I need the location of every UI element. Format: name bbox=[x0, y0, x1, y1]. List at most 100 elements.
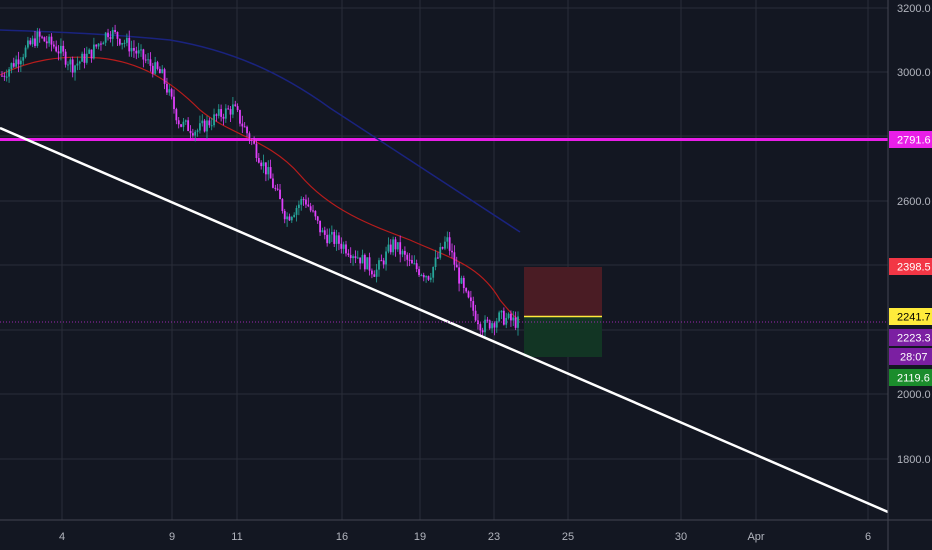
candle-body bbox=[486, 319, 489, 321]
candle-body bbox=[52, 44, 55, 47]
candle-body bbox=[104, 32, 107, 43]
candle-body bbox=[404, 250, 406, 255]
candle-body bbox=[64, 51, 67, 65]
candle-body bbox=[38, 31, 41, 37]
candle-body bbox=[253, 140, 256, 144]
candle-body bbox=[130, 48, 133, 52]
countdown-text: 28:07 bbox=[900, 352, 928, 364]
candle-body bbox=[321, 230, 324, 233]
candle-body bbox=[199, 123, 201, 131]
candle-body bbox=[41, 36, 43, 38]
candle-body bbox=[465, 288, 468, 292]
candle-body bbox=[335, 235, 338, 244]
x-tick-label: 16 bbox=[336, 531, 348, 543]
target-price-text: 2119.6 bbox=[897, 373, 930, 385]
candle-body bbox=[262, 162, 265, 167]
candle-body bbox=[510, 313, 512, 321]
candle-body bbox=[507, 313, 510, 318]
candle-body bbox=[74, 65, 76, 73]
candle-body bbox=[420, 274, 423, 276]
candle-body bbox=[81, 53, 84, 62]
price-axis[interactable]: 3200.0 3000.0 2600.0 2000.0 1800.0 bbox=[897, 3, 931, 466]
candle-body bbox=[168, 89, 171, 93]
candle-body bbox=[128, 37, 131, 52]
candle-body bbox=[19, 60, 22, 65]
candle-body bbox=[436, 257, 439, 259]
candle-body bbox=[309, 206, 312, 211]
candle-body bbox=[215, 114, 218, 116]
candle-body bbox=[347, 253, 350, 256]
last-price-tag bbox=[889, 329, 932, 346]
candle-body bbox=[154, 62, 157, 74]
candle-body bbox=[217, 109, 220, 116]
candle-body bbox=[451, 250, 453, 253]
candle-body bbox=[281, 199, 284, 211]
candle-body bbox=[264, 162, 267, 175]
candle-body bbox=[173, 96, 175, 110]
candle-body bbox=[180, 124, 182, 127]
candle-body bbox=[389, 244, 392, 253]
candle-body bbox=[323, 230, 326, 235]
candle-body bbox=[220, 109, 223, 117]
candle-body bbox=[1, 75, 3, 77]
candle-body bbox=[361, 254, 364, 264]
candle-body bbox=[338, 235, 340, 244]
descending-trendline[interactable] bbox=[0, 126, 889, 514]
candle-body bbox=[161, 69, 164, 74]
candle-body bbox=[60, 45, 62, 54]
take-profit-zone[interactable] bbox=[524, 317, 602, 357]
candle-body bbox=[469, 297, 472, 302]
candle-body bbox=[123, 42, 126, 44]
candle-body bbox=[95, 44, 98, 47]
candle-body bbox=[371, 270, 373, 275]
candle-body bbox=[92, 44, 95, 59]
candle-body bbox=[85, 53, 88, 63]
candle-body bbox=[116, 31, 119, 39]
candle-body bbox=[208, 120, 211, 126]
candle-body bbox=[227, 108, 230, 110]
candle-body bbox=[274, 187, 277, 189]
candle-body bbox=[330, 231, 333, 235]
candle-body bbox=[474, 310, 477, 321]
last-price-text: 2223.3 bbox=[897, 333, 931, 345]
y-tick-label: 2000.0 bbox=[897, 389, 931, 401]
entry-price-tag bbox=[889, 308, 932, 325]
candle-body bbox=[118, 38, 121, 45]
candle-body bbox=[140, 49, 142, 51]
candle-body bbox=[31, 38, 34, 45]
candle-body bbox=[512, 317, 515, 321]
x-tick-label: 11 bbox=[231, 531, 242, 543]
candle-body bbox=[257, 158, 260, 163]
candle-body bbox=[305, 199, 307, 205]
candle-body bbox=[382, 260, 385, 265]
countdown-tag bbox=[889, 348, 932, 365]
candle-body bbox=[378, 260, 380, 270]
candle-body bbox=[213, 114, 215, 126]
grid bbox=[0, 0, 888, 520]
candle-body bbox=[415, 263, 418, 270]
candle-body bbox=[125, 37, 128, 43]
candle-series bbox=[1, 24, 519, 337]
candle-body bbox=[177, 120, 180, 125]
time-axis[interactable]: 4 9 11 16 19 23 25 30 Apr 6 bbox=[59, 531, 871, 543]
candle-body bbox=[349, 255, 352, 259]
candle-body bbox=[312, 210, 314, 212]
x-tick-label: 19 bbox=[414, 531, 426, 543]
candle-body bbox=[406, 254, 409, 260]
candle-body bbox=[5, 76, 8, 78]
candle-body bbox=[488, 320, 491, 329]
candle-body bbox=[276, 188, 279, 190]
y-tick-label: 2600.0 bbox=[897, 196, 931, 208]
candle-body bbox=[359, 257, 362, 264]
candle-body bbox=[15, 59, 18, 67]
stop-loss-zone[interactable] bbox=[524, 267, 602, 317]
candle-body bbox=[210, 125, 213, 127]
candle-body bbox=[514, 317, 517, 328]
candle-body bbox=[62, 45, 65, 52]
candle-body bbox=[425, 276, 428, 278]
candle-body bbox=[97, 43, 100, 47]
y-tick-label: 1800.0 bbox=[897, 454, 931, 466]
candle-body bbox=[462, 277, 465, 289]
candle-body bbox=[352, 256, 354, 259]
